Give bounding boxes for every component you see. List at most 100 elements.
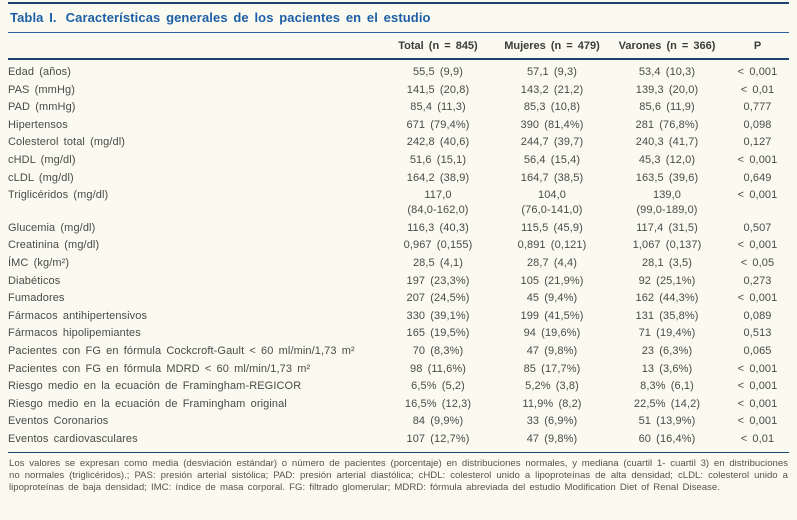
- row-label: Glucemia (mg/dl): [8, 221, 96, 234]
- row-label: Fumadores: [8, 292, 65, 305]
- column-header-total: Total (n = 845): [380, 33, 496, 60]
- patients-characteristics-table: Total (n = 845) Mujeres (n = 479) Varone…: [8, 33, 789, 448]
- cell-total: 16,5% (12,3): [404, 397, 472, 410]
- cell-total: 117,0 (84,0-162,0): [407, 189, 469, 217]
- row-label: cLDL (mg/dl): [8, 171, 74, 184]
- cell-varones: 13 (3,6%): [641, 362, 693, 375]
- cell-total: 84 (9,9%): [412, 415, 464, 428]
- cell-mujeres: 28,7 (4,4): [526, 256, 578, 269]
- row-label: Riesgo medio en la ecuación de Framingha…: [8, 397, 287, 410]
- cell-p: 0,065: [743, 344, 772, 357]
- cell-varones: 22,5% (14,2): [633, 397, 701, 410]
- cell-total: 0,967 (0,155): [403, 239, 473, 252]
- cell-varones: 53,4 (10,3): [638, 66, 696, 78]
- cell-mujeres: 115,5 (45,9): [521, 221, 583, 234]
- table-row: Fármacos antihipertensivos 330 (39,1%) 1…: [8, 307, 789, 325]
- cell-total: 55,5 (9,9): [412, 66, 464, 78]
- table-row: Eventos Coronarios 84 (9,9%) 33 (6,9%) 5…: [8, 413, 789, 431]
- cell-p: 0,513: [743, 327, 772, 340]
- row-label: Colesterol total (mg/dl): [8, 136, 126, 149]
- cell-varones: 281 (76,8%): [635, 118, 699, 131]
- cell-mujeres: 390 (81,4%): [520, 118, 584, 131]
- row-label: Triglicéridos (mg/dl): [8, 189, 109, 202]
- cell-varones: 163,5 (39,6): [635, 171, 699, 184]
- cell-mujeres: 56,4 (15,4): [523, 153, 581, 166]
- table-row: Glucemia (mg/dl) 116,3 (40,3) 115,5 (45,…: [8, 219, 789, 237]
- table-row: Eventos cardiovasculares 107 (12,7%) 47 …: [8, 431, 789, 449]
- cell-mujeres: 104,0 (76,0-141,0): [521, 189, 583, 217]
- cell-total: 671 (79,4%): [406, 118, 470, 131]
- cell-mujeres: 143,2 (21,2): [520, 83, 584, 96]
- row-label: Creatinina (mg/dl): [8, 239, 100, 252]
- cell-p: < 0,001: [737, 380, 778, 393]
- cell-p: 0,098: [743, 118, 772, 131]
- row-label: Eventos Coronarios: [8, 415, 109, 428]
- cell-mujeres: 57,1 (9,3): [526, 66, 578, 78]
- row-label: Fármacos hipolipemiantes: [8, 327, 141, 340]
- table-row: Fármacos hipolipemiantes 165 (19,5%) 94 …: [8, 325, 789, 343]
- cell-varones: 162 (44,3%): [635, 292, 699, 305]
- table-row: Pacientes con FG en fórmula Cockcroft-Ga…: [8, 343, 789, 361]
- cell-p: < 0,01: [740, 432, 775, 445]
- cell-varones: 139,3 (20,0): [635, 83, 699, 96]
- cell-varones: 23 (6,3%): [641, 344, 693, 357]
- row-label: ÍMC (kg/m²): [8, 256, 70, 269]
- cell-p: 0,649: [743, 171, 772, 184]
- cell-total: 6,5% (5,2): [411, 380, 465, 393]
- table-row: Hipertensos 671 (79,4%) 390 (81,4%) 281 …: [8, 116, 789, 134]
- table-title: Tabla I. Características generales de los…: [8, 4, 789, 33]
- table-row: cLDL (mg/dl) 164,2 (38,9) 164,7 (38,5) 1…: [8, 169, 789, 187]
- cell-p: < 0,001: [737, 415, 778, 428]
- table-figure: Tabla I. Características generales de los…: [8, 0, 789, 494]
- cell-varones: 85,6 (11,9): [639, 101, 695, 114]
- row-label: cHDL (mg/dl): [8, 153, 76, 166]
- table-row: ÍMC (kg/m²) 28,5 (4,1) 28,7 (4,4) 28,1 (…: [8, 255, 789, 273]
- cell-mujeres: 244,7 (39,7): [520, 136, 584, 149]
- cell-total: 165 (19,5%): [406, 327, 470, 340]
- cell-p: < 0,001: [737, 362, 778, 375]
- table-row: Creatinina (mg/dl) 0,967 (0,155) 0,891 (…: [8, 237, 789, 255]
- table-number: Tabla I.: [10, 10, 57, 25]
- cell-total: 207 (24,5%): [406, 292, 470, 305]
- row-label: Edad (años): [8, 66, 72, 78]
- cell-varones: 60 (16,4%): [638, 432, 696, 445]
- row-label: Riesgo medio en la ecuación de Framingha…: [8, 380, 302, 393]
- table-footnote: Los valores se expresan como media (desv…: [8, 452, 789, 494]
- header-row: Total (n = 845) Mujeres (n = 479) Varone…: [8, 33, 789, 60]
- cell-mujeres: 47 (9,8%): [526, 344, 578, 357]
- cell-varones: 117,4 (31,5): [636, 221, 698, 234]
- table-row: Triglicéridos (mg/dl) 117,0 (84,0-162,0)…: [8, 187, 789, 220]
- cell-total: 197 (23,3%): [406, 274, 470, 287]
- cell-mujeres: 85,3 (10,8): [523, 101, 581, 114]
- cell-mujeres: 0,891 (0,121): [517, 239, 587, 252]
- cell-varones: 45,3 (12,0): [638, 153, 696, 166]
- row-label: Pacientes con FG en fórmula Cockcroft-Ga…: [8, 344, 355, 357]
- cell-total: 164,2 (38,9): [406, 171, 470, 184]
- column-header-variable: [8, 33, 380, 60]
- cell-mujeres: 94 (19,6%): [523, 327, 581, 340]
- cell-mujeres: 164,7 (38,5): [520, 171, 584, 184]
- cell-p: < 0,001: [737, 189, 778, 202]
- table-row: Colesterol total (mg/dl) 242,8 (40,6) 24…: [8, 134, 789, 152]
- row-label: Eventos cardiovasculares: [8, 432, 138, 445]
- cell-p: < 0,001: [737, 292, 778, 305]
- cell-p: < 0,05: [740, 256, 775, 269]
- cell-mujeres: 5,2% (3,8): [525, 380, 579, 393]
- cell-total: 51,6 (15,1): [409, 153, 467, 166]
- table-row: cHDL (mg/dl) 51,6 (15,1) 56,4 (15,4) 45,…: [8, 152, 789, 170]
- cell-mujeres: 11,9% (8,2): [522, 397, 582, 410]
- row-label: Hipertensos: [8, 118, 68, 131]
- cell-varones: 8,3% (6,1): [640, 380, 694, 393]
- table-row: PAS (mmHg) 141,5 (20,8) 143,2 (21,2) 139…: [8, 81, 789, 99]
- table-row: Riesgo medio en la ecuación de Framingha…: [8, 378, 789, 396]
- column-header-varones: Varones (n = 366): [608, 33, 726, 60]
- table-body: Edad (años) 55,5 (9,9) 57,1 (9,3) 53,4 (…: [8, 59, 789, 448]
- table-row: Diabéticos 197 (23,3%) 105 (21,9%) 92 (2…: [8, 272, 789, 290]
- cell-varones: 28,1 (3,5): [641, 256, 693, 269]
- cell-p: < 0,01: [740, 83, 775, 96]
- cell-p: 0,777: [743, 101, 772, 114]
- cell-total: 28,5 (4,1): [412, 256, 464, 269]
- cell-total: 107 (12,7%): [406, 432, 470, 445]
- cell-varones: 139,0 (99,0-189,0): [636, 189, 698, 217]
- row-label: Diabéticos: [8, 274, 61, 287]
